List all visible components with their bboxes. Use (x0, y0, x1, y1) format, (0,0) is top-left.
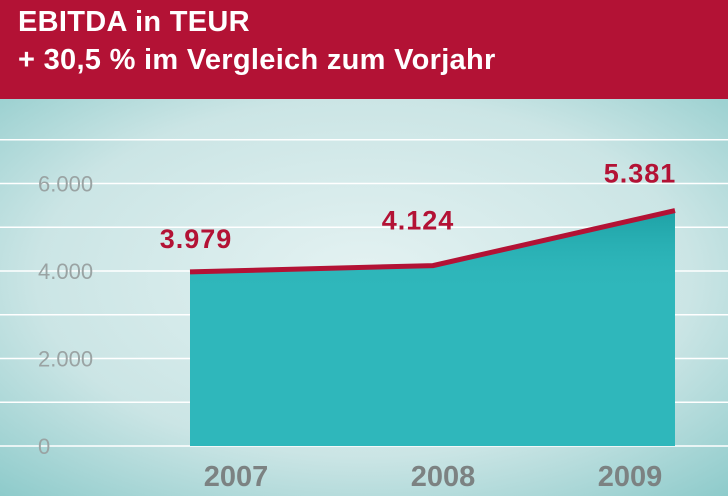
x-tick-label: 2009 (598, 461, 663, 493)
x-tick-label: 2007 (204, 461, 269, 493)
value-label: 5.381 (604, 159, 677, 189)
y-tick-label: 4.000 (38, 259, 93, 284)
x-tick-label: 2008 (411, 461, 476, 493)
value-label: 3.979 (160, 224, 233, 254)
chart-subtitle: + 30,5 % im Vergleich zum Vorjahr (18, 44, 496, 76)
ebitda-area-chart: 0 2.000 4.000 6.000 3.979 4.124 5.381 2007 2008 2… (0, 99, 728, 496)
chart-header: EBITDA in TEUR + 30,5 % im Vergleich zum… (0, 0, 728, 99)
value-label: 4.124 (382, 206, 455, 236)
y-tick-label: 2.000 (38, 347, 93, 372)
chart-title: EBITDA in TEUR (18, 6, 250, 38)
y-tick-label: 6.000 (38, 172, 93, 197)
y-tick-label: 0 (38, 434, 50, 459)
